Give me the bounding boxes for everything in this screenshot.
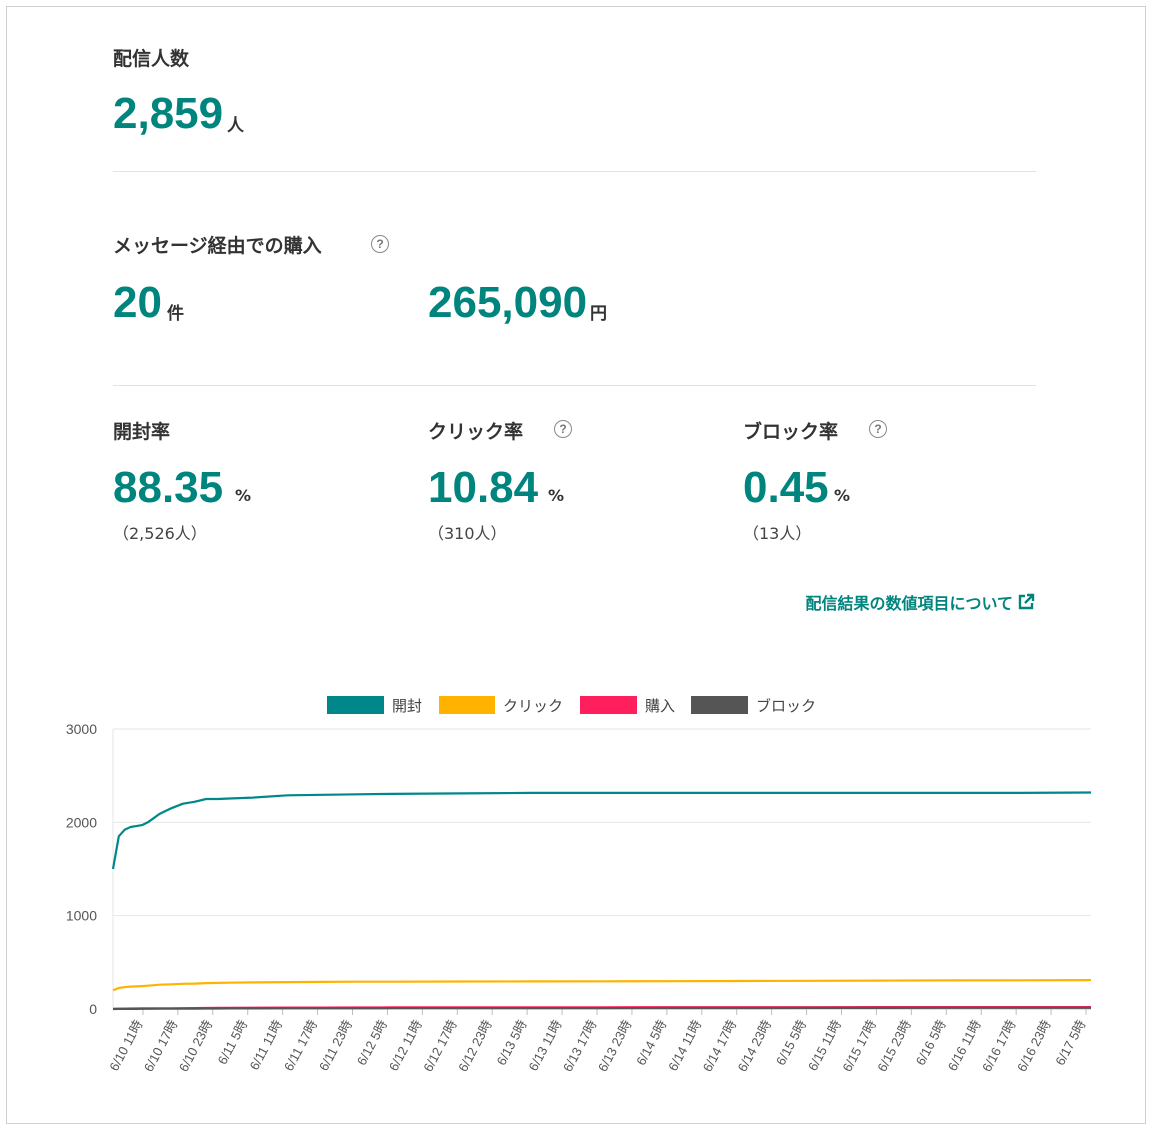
purchase-label: メッセージ経由での購入 — [113, 235, 322, 257]
question-circle-icon[interactable]: ? — [554, 420, 572, 438]
purchase-count-unit: 件 — [167, 304, 184, 324]
click-rate-value: 10.84 — [428, 463, 539, 512]
divider — [113, 385, 1036, 386]
open-rate-label: 開封率 — [113, 421, 171, 443]
purchase-amount-unit: 円 — [590, 304, 607, 324]
question-circle-icon[interactable]: ? — [869, 420, 887, 438]
delivery-count-unit: 人 — [227, 116, 244, 136]
divider — [113, 171, 1036, 172]
delivery-count-value: 2,859 — [113, 89, 224, 138]
block-rate-value: 0.45 — [743, 463, 829, 512]
open-rate-people: （2,526人） — [113, 524, 207, 543]
purchase-amount-value: 265,090 — [428, 278, 588, 327]
block-rate-unit: % — [834, 486, 851, 505]
click-rate-unit: % — [548, 486, 565, 505]
delivery-count-label: 配信人数 — [113, 48, 190, 70]
external-link-icon — [1018, 593, 1035, 610]
question-circle-icon[interactable]: ? — [371, 235, 389, 253]
block-rate-label: ブロック率 — [743, 421, 839, 443]
block-rate-people: （13人） — [743, 524, 812, 543]
report-panel — [6, 6, 1146, 1124]
metrics-help-link[interactable]: 配信結果の数値項目について — [805, 590, 1035, 614]
click-rate-label: クリック率 — [428, 421, 524, 443]
open-rate-value: 88.35 — [113, 463, 224, 512]
click-rate-people: （310人） — [428, 524, 507, 543]
purchase-count-value: 20 — [113, 278, 162, 327]
metrics-help-link-label: 配信結果の数値項目について — [805, 594, 1013, 613]
open-rate-unit: % — [235, 486, 252, 505]
